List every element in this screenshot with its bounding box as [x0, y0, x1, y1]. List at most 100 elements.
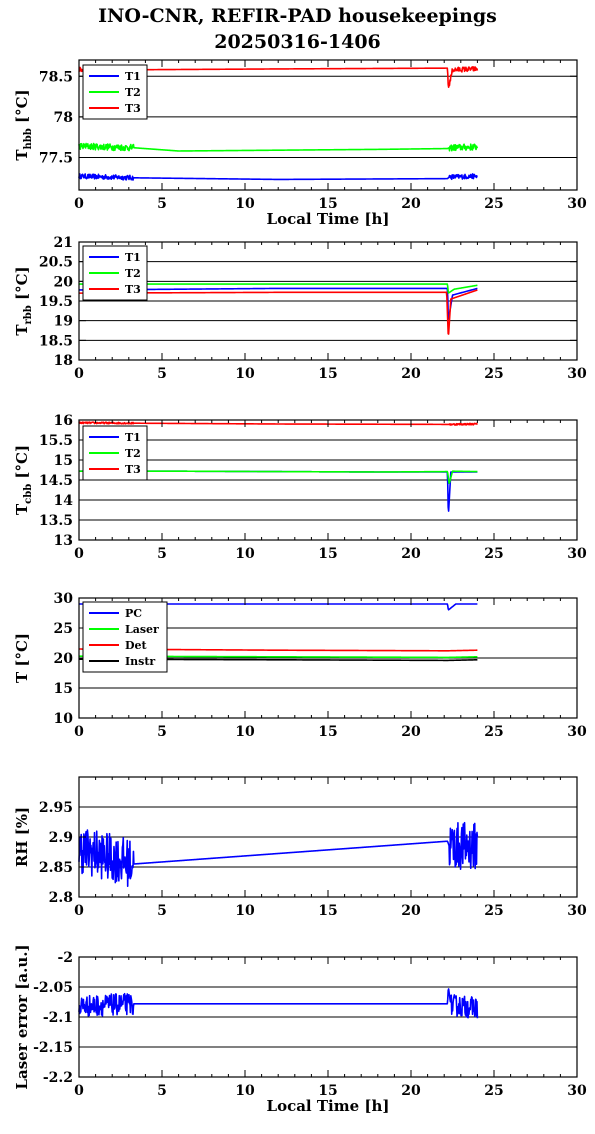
chart-title-line1: INO-CNR, REFIR-PAD housekeepings: [98, 5, 497, 27]
x-tick-label: 20: [401, 724, 421, 740]
x-tick-label: 10: [235, 724, 255, 740]
y-tick-label: 2.95: [39, 800, 73, 816]
series-line-t1: [78, 173, 478, 181]
y-tick-label: 16: [54, 413, 73, 429]
y-tick-label: 10: [54, 711, 74, 727]
legend: T1 T2 T3: [82, 245, 148, 301]
legend-label-t3: T3: [125, 102, 141, 115]
y-axis-label: Trbb [°C]: [13, 266, 34, 335]
x-tick-label: 25: [484, 1083, 503, 1099]
x-tick-label: 15: [318, 546, 337, 562]
x-tick-label: 20: [401, 546, 421, 562]
y-tick-label: 77.5: [39, 151, 73, 167]
y-tick-label: 2.9: [49, 830, 73, 846]
x-tick-label: 15: [318, 903, 337, 919]
x-tick-label: 20: [401, 903, 421, 919]
y-tick-label: 2.8: [49, 890, 73, 906]
x-tick-label: 30: [567, 903, 587, 919]
x-tick-label: 15: [318, 724, 337, 740]
x-tick-label: 5: [157, 546, 167, 562]
series-line-p5: [78, 821, 479, 887]
y-tick-label: 18.5: [39, 333, 73, 349]
y-tick-label: 30: [54, 591, 74, 607]
y-tick-label: -2.2: [43, 1070, 73, 1086]
x-tick-label: 10: [235, 366, 255, 382]
x-tick-label: 5: [157, 366, 167, 382]
x-tick-label: 30: [567, 196, 587, 212]
x-tick-label: 25: [484, 366, 503, 382]
x-tick-label: 25: [484, 724, 503, 740]
series-line-p6: [78, 988, 479, 1019]
x-tick-label: 15: [318, 196, 337, 212]
x-tick-label: 20: [401, 1083, 421, 1099]
chart-panel-5: 0 5 10 15 20 25 30 2.8 2.85 2.9 2.95 RH [%]: [13, 776, 587, 919]
y-tick-label: 25: [54, 621, 73, 637]
x-tick-label: 30: [567, 366, 587, 382]
y-tick-label: 20.5: [39, 255, 73, 271]
x-tick-label: 0: [74, 903, 84, 919]
x-tick-label: 30: [567, 1083, 587, 1099]
x-tick-label: 0: [74, 196, 84, 212]
y-tick-label: -2.05: [33, 980, 73, 996]
legend-label-t1: T1: [125, 251, 141, 264]
legend-label-instr: Instr: [125, 655, 155, 668]
y-tick-label: 18: [54, 353, 73, 369]
x-tick-label: 0: [74, 546, 84, 562]
legend-label-t2: T2: [125, 447, 141, 460]
legend: T1 T2 T3: [82, 425, 148, 481]
legend-label-t2: T2: [125, 86, 141, 99]
y-tick-label: 20: [54, 651, 74, 667]
legend-label-pc: PC: [125, 607, 142, 620]
chart-panel-1: 0 5 10 15 20 25 30 77.5 78 78.5 Local Time [h] Thbb…: [13, 59, 587, 228]
y-tick-label: 14: [54, 493, 74, 509]
x-tick-label: 5: [157, 1083, 167, 1099]
y-tick-label: 13.5: [39, 513, 73, 529]
y-tick-label: 19: [54, 314, 73, 330]
y-tick-label: 13: [54, 533, 73, 549]
chart-title-line2: 20250316-1406: [214, 31, 381, 53]
y-axis-label: Thbb [°C]: [13, 89, 34, 160]
legend-label-t1: T1: [125, 70, 141, 83]
y-tick-label: -2.15: [33, 1040, 73, 1056]
legend-label-t1: T1: [125, 431, 141, 444]
x-tick-label: 15: [318, 366, 337, 382]
x-tick-label: 10: [235, 903, 255, 919]
x-tick-label: 5: [157, 196, 167, 212]
y-tick-label: 78: [54, 110, 73, 126]
x-tick-label: 25: [484, 196, 503, 212]
x-tick-label: 15: [318, 1083, 337, 1099]
chart-panel-3: 0 5 10 15 20 25 30 13 13.5 14 14.5 15 15.5 16 Tcbb [°C…: [13, 413, 587, 562]
chart-panel-4: 0 5 10 15 20 25 30 10 15 20 25 30 T [°C] PC Laser Det In…: [13, 591, 587, 740]
x-tick-label: 0: [74, 1083, 84, 1099]
x-axis-label: Local Time [h]: [267, 210, 390, 228]
y-tick-label: 19.5: [39, 294, 73, 310]
x-tick-label: 10: [235, 546, 255, 562]
x-tick-label: 10: [235, 196, 255, 212]
y-tick-label: -2.1: [43, 1010, 73, 1026]
series-line-t2: [78, 142, 479, 152]
x-tick-label: 20: [401, 366, 421, 382]
y-axis-label: T [°C]: [13, 633, 31, 683]
x-tick-label: 0: [74, 724, 84, 740]
y-axis-label: Laser error [a.u.]: [13, 944, 31, 1089]
y-axis-label: Tcbb [°C]: [13, 445, 34, 515]
x-tick-label: 25: [484, 546, 503, 562]
x-tick-label: 25: [484, 903, 503, 919]
legend-label-det: Det: [125, 639, 148, 652]
legend: T1 T2 T3: [82, 64, 148, 120]
x-axis-label: Local Time [h]: [267, 1097, 390, 1115]
y-tick-label: -2: [57, 950, 73, 966]
legend-label-t3: T3: [125, 283, 141, 296]
plot-frame: [78, 59, 578, 191]
legend-label-laser: Laser: [125, 623, 159, 636]
legend-label-t2: T2: [125, 267, 141, 280]
y-tick-label: 14.5: [39, 473, 73, 489]
x-tick-label: 5: [157, 903, 167, 919]
y-tick-label: 2.85: [39, 860, 73, 876]
y-tick-label: 20: [54, 274, 74, 290]
chart-panel-6: 0 5 10 15 20 25 30 -2.2 -2.15 -2.1 -2.05 -2 Local Ti…: [13, 944, 587, 1115]
x-tick-label: 30: [567, 724, 587, 740]
y-tick-label: 15: [54, 453, 73, 469]
y-tick-label: 15: [54, 681, 73, 697]
